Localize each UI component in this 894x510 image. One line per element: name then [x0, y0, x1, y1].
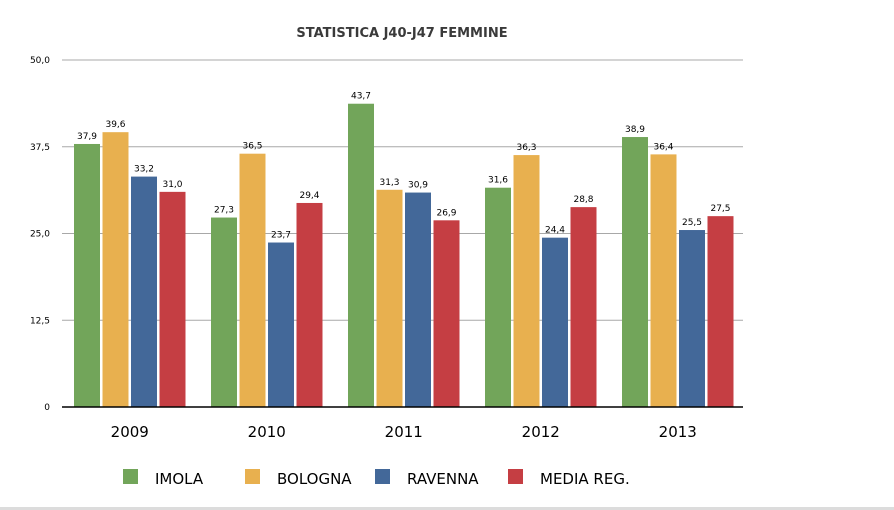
bar-imola-2010: [211, 217, 237, 407]
bar-media-reg-2011: [433, 220, 460, 407]
bar-media-reg-2010: [296, 202, 323, 407]
x-tick-label: 2009: [111, 423, 149, 441]
data-label: 36,5: [242, 142, 262, 152]
legend-swatch: [245, 469, 260, 484]
data-label: 30,9: [408, 181, 428, 191]
legend-swatch: [123, 469, 138, 484]
bar-bologna-2013: [650, 154, 677, 407]
x-tick-label: 2012: [522, 423, 560, 441]
bar-media-reg-2009: [159, 191, 186, 407]
y-tick-label: 25,0: [30, 230, 50, 240]
legend-item: MEDIA REG.: [508, 469, 630, 488]
legend-label: MEDIA REG.: [540, 470, 630, 488]
bar-ravenna-2012: [542, 237, 568, 407]
legend-label: RAVENNA: [407, 470, 479, 488]
x-tick-label: 2013: [659, 423, 697, 441]
data-label: 36,4: [653, 142, 673, 152]
bar-media-reg-2013: [707, 216, 734, 407]
legend-label: BOLOGNA: [277, 470, 352, 488]
bars: [74, 103, 734, 408]
data-label: 28,8: [573, 195, 593, 205]
data-label: 36,3: [516, 143, 536, 153]
bar-media-reg-2012: [570, 207, 597, 407]
data-label: 31,6: [488, 176, 508, 186]
data-label: 38,9: [625, 125, 645, 135]
legend-swatch: [375, 469, 390, 484]
y-tick-label: 0: [44, 403, 50, 413]
data-label: 39,6: [105, 120, 125, 130]
legend-item: RAVENNA: [375, 469, 479, 488]
legend-item: IMOLA: [123, 469, 204, 488]
data-label: 29,4: [299, 191, 319, 201]
data-label: 27,5: [710, 204, 730, 214]
data-label: 25,5: [682, 218, 702, 228]
y-tick-label: 50,0: [30, 56, 50, 66]
bar-imola-2013: [622, 137, 648, 407]
x-axis-ticks: 2009 2010 2011 2012 2013: [111, 423, 697, 441]
data-label: 27,3: [214, 206, 234, 216]
legend-item: BOLOGNA: [245, 469, 352, 488]
bar-ravenna-2009: [131, 176, 157, 407]
data-label: 24,4: [545, 226, 565, 236]
data-labels: 37,9 39,6 33,2 31,0 27,3 36,5 23,7 29,4 43,7 31,3…: [77, 92, 731, 241]
data-label: 37,9: [77, 132, 97, 142]
data-label: 31,0: [162, 180, 182, 190]
bar-ravenna-2013: [679, 230, 705, 407]
legend: IMOLA BOLOGNA RAVENNA MEDIA REG.: [123, 469, 630, 488]
bottom-scrollbar-strip: [0, 507, 894, 510]
bar-imola-2011: [348, 103, 374, 408]
chart-title: STATISTICA J40-J47 FEMMINE: [296, 26, 507, 41]
bar-imola-2012: [485, 187, 511, 407]
y-axis-ticks: 0 12,5 25,0 37,5 50,0: [30, 56, 50, 413]
legend-swatch: [508, 469, 523, 484]
y-tick-label: 37,5: [30, 143, 50, 153]
data-label: 31,3: [379, 178, 399, 188]
data-label: 33,2: [134, 165, 154, 175]
bar-bologna-2009: [102, 132, 129, 407]
data-label: 26,9: [436, 208, 456, 218]
x-tick-label: 2011: [385, 423, 423, 441]
bar-imola-2009: [74, 143, 100, 407]
data-label: 43,7: [351, 92, 371, 102]
bar-bologna-2012: [513, 155, 540, 407]
bar-ravenna-2010: [268, 242, 294, 407]
bar-ravenna-2011: [405, 192, 431, 407]
bar-bologna-2011: [376, 189, 403, 407]
bar-bologna-2010: [239, 153, 266, 407]
data-label: 23,7: [271, 231, 291, 241]
y-tick-label: 12,5: [30, 316, 50, 326]
legend-label: IMOLA: [155, 470, 204, 488]
x-tick-label: 2010: [248, 423, 286, 441]
